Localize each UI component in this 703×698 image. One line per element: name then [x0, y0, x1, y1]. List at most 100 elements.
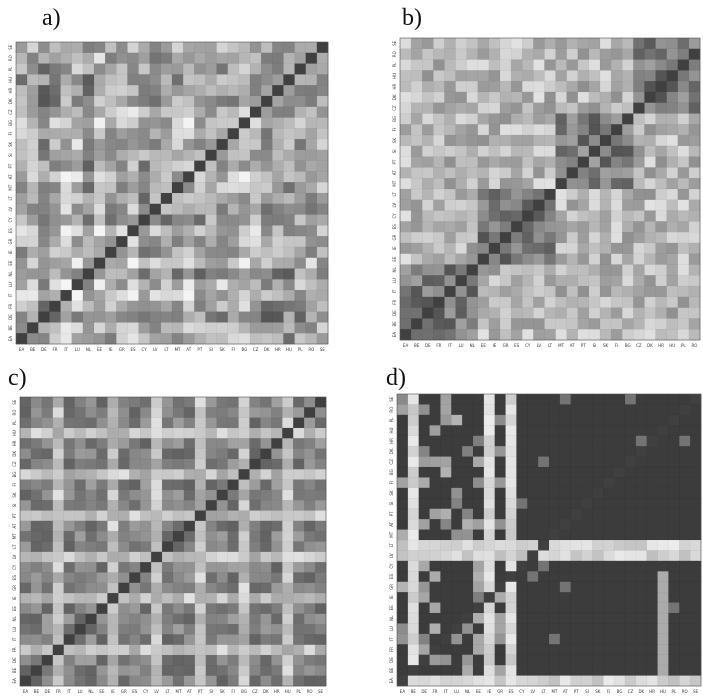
heatmap-cell	[283, 279, 295, 291]
heatmap-cell	[138, 52, 151, 64]
heatmap-cell	[500, 135, 512, 147]
heatmap-cell	[151, 551, 163, 563]
heatmap-cell	[118, 407, 130, 418]
heatmap-cell	[429, 560, 441, 572]
heatmap-cell	[444, 275, 456, 287]
heatmap-cell	[566, 189, 579, 201]
heatmap-cell	[294, 52, 307, 64]
heatmap-cell	[688, 286, 701, 298]
heatmap-cell	[592, 487, 604, 499]
heatmap-cell	[227, 257, 240, 269]
heatmap-cell	[570, 581, 582, 593]
heatmap-cell	[250, 246, 262, 259]
heatmap-cell	[138, 311, 151, 323]
heatmap-cell	[305, 52, 318, 64]
heatmap-cell	[397, 623, 409, 635]
heatmap-cell	[577, 199, 590, 211]
heatmap-cell	[71, 333, 84, 345]
heatmap-cell	[216, 322, 229, 334]
heatmap-cell	[433, 167, 445, 179]
heatmap-cell	[194, 634, 207, 646]
heatmap-cell	[183, 469, 196, 480]
heatmap-cell	[49, 193, 61, 205]
heatmap-cell	[41, 520, 54, 532]
heatmap-cell	[677, 221, 690, 233]
heatmap-cell	[625, 529, 637, 541]
heatmap-cell	[194, 593, 207, 604]
heatmap-cell	[411, 167, 423, 179]
heatmap-cell	[294, 63, 307, 75]
heatmap-cell	[418, 633, 430, 645]
heatmap-cell	[38, 333, 50, 345]
heatmap-cell	[261, 214, 273, 226]
heatmap-cell	[407, 665, 420, 676]
heatmap-cell	[477, 156, 490, 168]
heatmap-cell	[304, 469, 316, 480]
heatmap-cell	[588, 253, 601, 265]
heatmap-cell	[71, 117, 84, 129]
heatmap-cell	[27, 225, 39, 237]
heatmap-cell	[677, 329, 690, 341]
heatmap-cell	[250, 268, 262, 280]
heatmap-cell	[668, 654, 680, 666]
heatmap-cell	[646, 550, 658, 562]
heatmap-cell	[71, 290, 84, 302]
heatmap-cell	[249, 479, 261, 491]
heatmap-cell	[205, 214, 217, 226]
heatmap-cell	[41, 562, 54, 573]
heatmap-cell	[397, 560, 409, 572]
heatmap-cell	[633, 296, 645, 308]
heatmap-cell	[688, 156, 701, 168]
heatmap-cell	[516, 581, 528, 593]
heatmap-cell	[271, 417, 283, 429]
heatmap-cell	[316, 160, 329, 172]
heatmap-cell	[600, 286, 612, 298]
heatmap-cell	[271, 644, 283, 656]
heatmap-cell	[483, 446, 496, 457]
heatmap-cell	[511, 242, 523, 255]
heatmap-cell	[600, 70, 612, 82]
heatmap-cell	[677, 232, 690, 244]
heatmap-cell	[94, 160, 106, 172]
heatmap-cell	[60, 139, 73, 151]
heatmap-cell	[655, 38, 667, 50]
heatmap-cell	[633, 329, 645, 341]
heatmap-cell	[71, 85, 84, 97]
heatmap-cell	[63, 531, 75, 542]
heatmap-cell	[633, 167, 645, 179]
heatmap-cell	[82, 214, 95, 226]
heatmap-cell	[511, 113, 523, 125]
heatmap-cell	[85, 458, 97, 470]
heatmap-cell	[52, 407, 65, 418]
heatmap-cell	[581, 435, 593, 447]
heatmap-cell	[315, 469, 327, 480]
heatmap-cell	[473, 550, 485, 562]
heatmap-cell	[600, 329, 612, 341]
heatmap-cell	[444, 307, 456, 319]
heatmap-cell	[477, 91, 490, 104]
heatmap-cell	[407, 519, 420, 530]
heatmap-cell	[538, 456, 550, 468]
heatmap-cell	[581, 404, 593, 416]
heatmap-cell	[30, 644, 43, 656]
heatmap-cell	[250, 117, 262, 129]
heatmap-cell	[16, 214, 28, 226]
heatmap-cell	[422, 242, 434, 255]
y-tick-label: HU	[389, 427, 394, 433]
heatmap-cell	[397, 633, 409, 645]
heatmap-cell	[433, 48, 445, 60]
heatmap-cell	[173, 417, 185, 429]
heatmap-cell	[151, 458, 163, 470]
heatmap-cell	[400, 81, 412, 93]
heatmap-cell	[38, 300, 50, 312]
heatmap-cell	[407, 633, 420, 645]
y-tick-label: HR	[12, 440, 17, 446]
heatmap-cell	[16, 203, 28, 215]
heatmap-cell	[162, 613, 174, 625]
heatmap-cell	[205, 624, 218, 635]
y-tick-label: SK	[12, 492, 17, 498]
heatmap-cell	[260, 593, 272, 604]
heatmap-cell	[127, 246, 139, 259]
heatmap-cell	[261, 203, 273, 215]
heatmap-cell	[559, 540, 572, 551]
